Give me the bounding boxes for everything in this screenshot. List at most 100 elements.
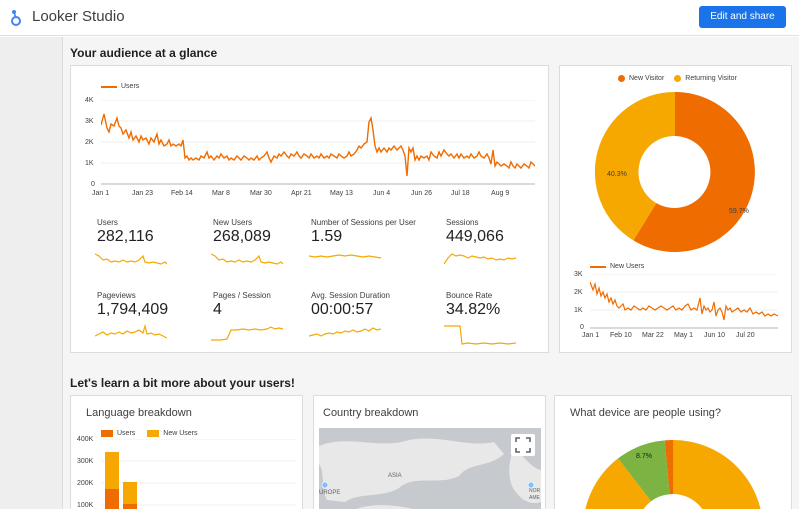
report-canvas: Your audience at a glance Users 4K 3K 2K… [62,37,799,509]
y-tick-label: 0 [91,181,95,188]
top-bar: Looker Studio Edit and share [0,0,799,36]
x-tick-label: Apr 21 [291,190,312,197]
new-users-legend-swatch [590,265,606,268]
y-tick-label: 300K [77,458,94,465]
users-legend-label: Users [117,430,136,437]
visitor-type-card: New Visitor Returning Visitor 59.7% 40.3… [559,65,792,353]
y-tick-label: 4K [85,97,94,104]
pie-legend[interactable]: New Visitor Returning Visitor [618,75,737,82]
y-tick-label: 2K [574,289,583,296]
device-other-slice [585,458,651,509]
landmass-south [357,505,413,509]
kpi-sessions-per-user-value: 1.59 [311,228,343,245]
map-label-asia: ASIA [388,473,402,479]
x-tick-label: May 1 [674,332,694,339]
language-legend[interactable]: Users New Users [101,430,198,437]
kpi-sessions-sparkline[interactable] [444,250,516,272]
kpi-pageviews-sparkline[interactable] [95,324,167,346]
new-users-series-line [590,281,778,321]
country-map[interactable]: ASIA UROPE NOR AME [319,428,541,509]
kpi-users-label: Users [97,218,118,227]
y-tick-label: 2K [85,139,94,146]
device-mobile-slice [618,440,670,502]
returning-visitor-slice-label: 40.3% [607,171,627,178]
x-tick-label: Feb 10 [610,332,632,339]
map-marker-europe[interactable] [321,481,329,489]
kpi-sessions-per-user-label: Number of Sessions per User [311,218,416,227]
map-label-america: AME [529,495,541,501]
users-legend-swatch [101,85,117,88]
y-tick-label: 200K [77,480,94,487]
new-visitor-legend-label: New Visitor [629,75,665,82]
y-tick-label: 100K [77,502,94,509]
kpi-sessions-per-user-sparkline[interactable] [309,250,381,272]
visitor-donut-chart[interactable]: 59.7% 40.3% [595,92,755,252]
x-tick-label: Jul 18 [451,190,470,197]
users-legend-swatch [101,430,113,437]
kpi-pages-session-sparkline[interactable] [211,324,283,346]
landmass-north-america [509,448,541,504]
bar-users-english[interactable] [105,489,119,509]
device-title: What device are people using? [570,407,722,419]
returning-visitor-legend-swatch [674,75,682,82]
kpi-new-users-sparkline[interactable] [211,250,283,272]
y-tick-label: 0 [580,324,584,331]
new-users-line-chart[interactable] [590,274,778,329]
users-line-chart[interactable] [101,100,535,186]
kpi-avg-session-duration-label: Avg. Session Duration [311,291,391,300]
y-tick-label: 1K [85,160,94,167]
kpi-new-users-value: 268,089 [213,228,271,245]
edit-and-share-button[interactable]: Edit and share [699,6,786,28]
language-breakdown-card: Language breakdown Users New Users 400K … [70,395,303,509]
language-breakdown-title: Language breakdown [86,407,192,419]
kpi-bounce-rate-value: 34.82% [446,301,501,318]
users-legend-label: Users [121,83,140,90]
bar-new-users-secondary[interactable] [123,482,137,504]
bar-users-secondary[interactable] [123,504,137,509]
x-tick-label: Jan 1 [582,332,600,339]
kpi-avg-session-duration-sparkline[interactable] [309,324,381,346]
section-title-audience: Your audience at a glance [70,46,218,60]
x-tick-label: Jan 1 [92,190,110,197]
country-breakdown-title: Country breakdown [323,407,419,419]
kpi-sessions-label: Sessions [446,218,479,227]
device-desktop-slice [673,440,761,509]
device-donut-chart[interactable]: 8.7% [578,434,768,509]
device-card: What device are people using? 8.7% [554,395,792,509]
x-tick-label: Aug 9 [491,190,510,197]
audience-overview-card: Users 4K 3K 2K 1K 0 Jan 1 Jan 23 Feb 14 … [70,65,549,353]
new-users-legend-label: New Users [610,263,645,270]
x-tick-label: May 13 [330,190,353,197]
kpi-bounce-rate-sparkline[interactable] [444,324,516,346]
new-users-legend[interactable]: New Users [590,263,644,270]
kpi-users-value: 282,116 [97,228,154,245]
x-tick-label: Jan 23 [132,190,154,197]
fullscreen-icon[interactable] [511,434,535,456]
new-users-legend-label: New Users [163,430,198,437]
new-visitor-slice [633,92,755,252]
x-tick-label: Jun 26 [411,190,433,197]
x-tick-label: Feb 14 [171,190,193,197]
kpi-pageviews-label: Pageviews [97,291,136,300]
x-tick-label: Jul 20 [736,332,755,339]
device-tablet-slice [664,440,673,495]
y-tick-label: 3K [574,271,583,278]
looker-studio-logo-icon[interactable] [9,9,23,27]
kpi-pages-session-label: Pages / Session [213,291,271,300]
kpi-pages-session-value: 4 [213,301,222,318]
device-mobile-slice-label: 8.7% [636,453,652,460]
users-legend[interactable]: Users [101,83,139,90]
new-visitor-legend-swatch [618,75,625,82]
language-bar-chart[interactable] [101,439,296,509]
x-tick-label: Mar 30 [250,190,272,197]
kpi-bounce-rate-label: Bounce Rate [446,291,493,300]
kpi-new-users-label: New Users [213,218,253,227]
x-tick-label: Jun 10 [704,332,726,339]
country-breakdown-card: Country breakdown ASIA UROPE NOR AME [313,395,546,509]
kpi-users-sparkline[interactable] [95,250,167,272]
landmass-eurasia [319,438,504,502]
y-tick-label: 400K [77,436,94,443]
map-marker-north-america[interactable] [527,481,535,489]
returning-visitor-slice [595,92,675,241]
bar-new-users-english[interactable] [105,452,119,489]
